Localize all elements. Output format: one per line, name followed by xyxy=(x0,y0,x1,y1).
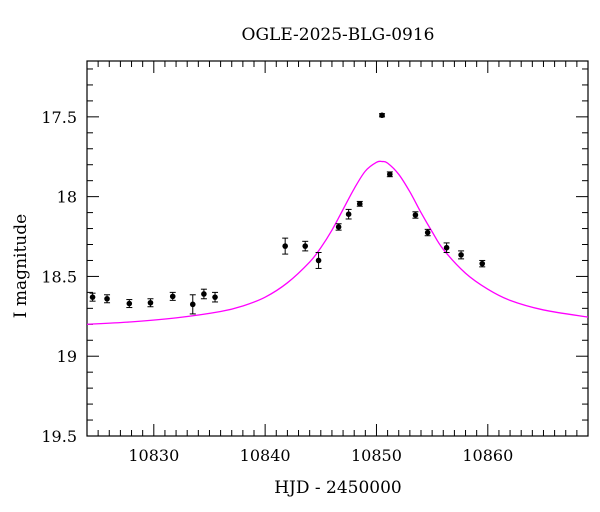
data-marker xyxy=(479,260,486,267)
data-point xyxy=(356,200,363,207)
data-marker xyxy=(282,243,288,249)
chart-title: OGLE-2025-BLG-0916 xyxy=(242,25,435,45)
y-tick-label: 18.5 xyxy=(41,267,77,286)
data-marker xyxy=(458,252,464,258)
data-point xyxy=(282,237,289,255)
y-tick-label: 18 xyxy=(57,188,77,207)
data-point xyxy=(379,112,386,119)
data-marker xyxy=(189,301,196,308)
y-tick-label: 19.5 xyxy=(41,427,77,446)
data-point xyxy=(458,250,465,260)
data-point xyxy=(386,171,393,178)
data-marker xyxy=(387,171,393,178)
data-marker xyxy=(443,244,450,251)
plot-frame xyxy=(86,60,589,437)
data-point xyxy=(302,240,309,252)
data-marker xyxy=(104,295,110,302)
data-point xyxy=(424,228,431,237)
data-marker xyxy=(412,212,419,218)
data-point xyxy=(412,211,419,219)
data-marker xyxy=(345,211,352,217)
data-marker xyxy=(212,294,218,300)
data-marker xyxy=(201,291,207,297)
y-tick-label: 19 xyxy=(57,347,77,366)
data-marker xyxy=(89,294,96,300)
data-point xyxy=(189,294,196,315)
data-point xyxy=(479,259,486,268)
y-axis-label: I magnitude xyxy=(11,214,31,318)
data-point xyxy=(335,223,342,231)
data-marker xyxy=(315,257,322,264)
axes: 10830 10840 10850 10860 17.5 18 18.5 19 19.5 xyxy=(41,60,589,465)
model-curve xyxy=(86,160,589,325)
x-axis-label: HJD - 2450000 xyxy=(274,478,402,498)
x-tick-label: 10850 xyxy=(351,446,402,465)
data-marker xyxy=(169,293,176,300)
x-tick-label: 10840 xyxy=(240,446,291,465)
data-point xyxy=(169,291,176,301)
model-curve-group xyxy=(86,160,589,325)
data-point xyxy=(443,242,450,253)
data-marker xyxy=(302,243,309,249)
data-marker xyxy=(126,300,133,307)
data-point xyxy=(126,299,133,309)
data-marker xyxy=(147,299,154,306)
data-point xyxy=(200,288,207,300)
data-point xyxy=(315,251,322,269)
data-marker xyxy=(379,112,385,119)
data-point xyxy=(345,208,352,220)
data-marker xyxy=(424,229,431,236)
y-tick-label: 17.5 xyxy=(41,108,77,127)
data-points-group xyxy=(89,112,486,315)
data-point xyxy=(147,298,154,308)
data-point xyxy=(89,292,96,302)
data-point xyxy=(212,291,219,303)
x-tick-label: 10830 xyxy=(128,446,179,465)
data-marker xyxy=(335,224,342,230)
data-point xyxy=(104,294,111,304)
x-tick-label: 10860 xyxy=(462,446,513,465)
data-marker xyxy=(356,201,363,207)
